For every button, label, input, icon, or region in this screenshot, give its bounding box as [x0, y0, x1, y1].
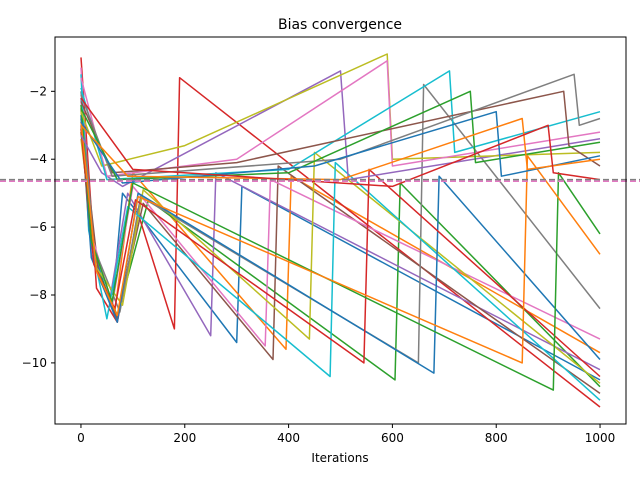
y-tick-label: −4 [29, 152, 47, 166]
x-tick-label: 200 [173, 431, 196, 445]
series-line-18 [80, 70, 601, 181]
series-line-23 [80, 117, 601, 181]
x-axis-label: Iterations [311, 451, 368, 465]
y-tick-label: −8 [29, 288, 47, 302]
series-line-20 [80, 73, 601, 177]
chart-title: Bias convergence [278, 17, 402, 33]
y-axis: −10 −8 −6 −4 −2 [22, 84, 55, 370]
series-line-24 [80, 97, 601, 188]
x-tick-label: 800 [485, 431, 508, 445]
y-tick-label: −2 [29, 84, 47, 98]
x-tick-label: 600 [381, 431, 404, 445]
y-tick-label: −6 [29, 220, 47, 234]
series-line-16 [80, 53, 601, 167]
series-line-15 [80, 70, 601, 188]
x-tick-label: 1000 [585, 431, 616, 445]
y-tick-label: −10 [22, 356, 47, 370]
series-line-11 [80, 115, 601, 374]
x-tick-label: 0 [77, 431, 85, 445]
reference-lines [0, 178, 640, 183]
series-line-17 [80, 60, 601, 177]
series-layer [80, 53, 601, 408]
x-axis: 0 200 400 600 800 1000 [77, 424, 615, 445]
plot-frame [54, 36, 627, 425]
series-line-14 [80, 121, 601, 364]
series-line-22 [80, 110, 601, 184]
x-tick-label: 400 [277, 431, 300, 445]
